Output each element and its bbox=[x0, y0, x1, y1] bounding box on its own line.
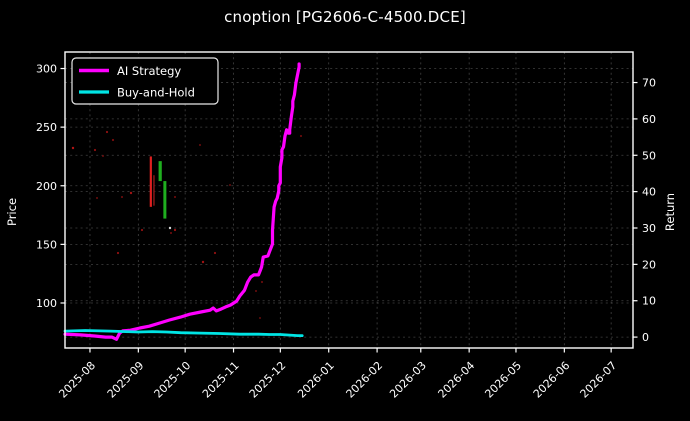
return-tick-label: 60 bbox=[642, 113, 656, 126]
legend-label-buy-and-hold: Buy-and-Hold bbox=[117, 86, 195, 100]
legend-item: Buy-and-Hold bbox=[79, 86, 195, 100]
x-tick-label: 2026-05 bbox=[482, 359, 524, 401]
noise-dot bbox=[105, 130, 109, 134]
return-tick-label: 10 bbox=[642, 295, 656, 308]
noise-dot bbox=[199, 144, 201, 146]
price-tick-label: 300 bbox=[36, 63, 57, 76]
data-layer bbox=[63, 62, 304, 341]
series-line-ai-strategy bbox=[63, 62, 301, 341]
x-tick-label: 2026-01 bbox=[295, 359, 337, 401]
noise-dot bbox=[213, 251, 217, 255]
return-tick-label: 0 bbox=[642, 331, 649, 344]
noise-dot bbox=[255, 290, 257, 292]
noise-dot bbox=[140, 228, 144, 232]
return-tick-label: 50 bbox=[642, 149, 656, 162]
legend: AI Strategy Buy-and-Hold bbox=[71, 57, 219, 105]
x-tick-label: 2026-06 bbox=[531, 359, 573, 401]
noise-dot bbox=[121, 196, 123, 198]
x-tick-label: 2026-02 bbox=[344, 359, 386, 401]
noise-dot bbox=[201, 260, 205, 264]
axis-label-price: Price bbox=[5, 198, 19, 226]
axes-layer: 2025-08 2025-09 2025-10 2025-11 2025-12 2026-… bbox=[36, 63, 656, 401]
price-tick-label: 150 bbox=[36, 238, 57, 251]
noise-dot bbox=[170, 232, 172, 234]
price-tick-label: 250 bbox=[36, 121, 57, 134]
noise-dot bbox=[259, 317, 261, 319]
return-tick-label: 40 bbox=[642, 186, 656, 199]
noise-dot bbox=[129, 191, 133, 195]
x-tick-label: 2026-07 bbox=[578, 359, 620, 401]
x-tick-label: 2025-08 bbox=[56, 359, 98, 401]
noise-dot bbox=[168, 226, 172, 230]
plot-border bbox=[64, 51, 634, 349]
x-tick-label: 2025-11 bbox=[200, 359, 242, 401]
noise-dot bbox=[300, 135, 302, 137]
noise-dot bbox=[229, 184, 231, 186]
axis-label-return: Return bbox=[663, 193, 677, 231]
noise-dot bbox=[173, 228, 177, 232]
series-line-buy-and-hold bbox=[63, 329, 304, 338]
x-tick-label: 2025-10 bbox=[152, 359, 194, 401]
noise-dot bbox=[111, 138, 115, 142]
price-tick-label: 100 bbox=[36, 297, 57, 310]
x-tick-label: 2025-09 bbox=[105, 359, 147, 401]
noise-dot bbox=[116, 251, 120, 255]
chart-title: cnoption [PG2606-C-4500.DCE] bbox=[224, 8, 466, 26]
noise-dot bbox=[174, 196, 176, 198]
noise-dot bbox=[93, 148, 97, 152]
noise-dot bbox=[261, 281, 263, 283]
return-tick-label: 20 bbox=[642, 258, 656, 271]
noise-dot bbox=[102, 155, 104, 157]
noise-dot bbox=[96, 197, 98, 199]
legend-item: AI Strategy bbox=[79, 64, 181, 78]
return-tick-label: 70 bbox=[642, 77, 656, 90]
legend-label-ai-strategy: AI Strategy bbox=[117, 64, 181, 78]
return-tick-label: 30 bbox=[642, 222, 656, 235]
noise-dot bbox=[71, 146, 75, 150]
price-tick-label: 200 bbox=[36, 180, 57, 193]
x-tick-label: 2026-04 bbox=[436, 359, 478, 401]
x-tick-label: 2025-12 bbox=[247, 359, 289, 401]
x-tick-label: 2026-03 bbox=[387, 359, 429, 401]
